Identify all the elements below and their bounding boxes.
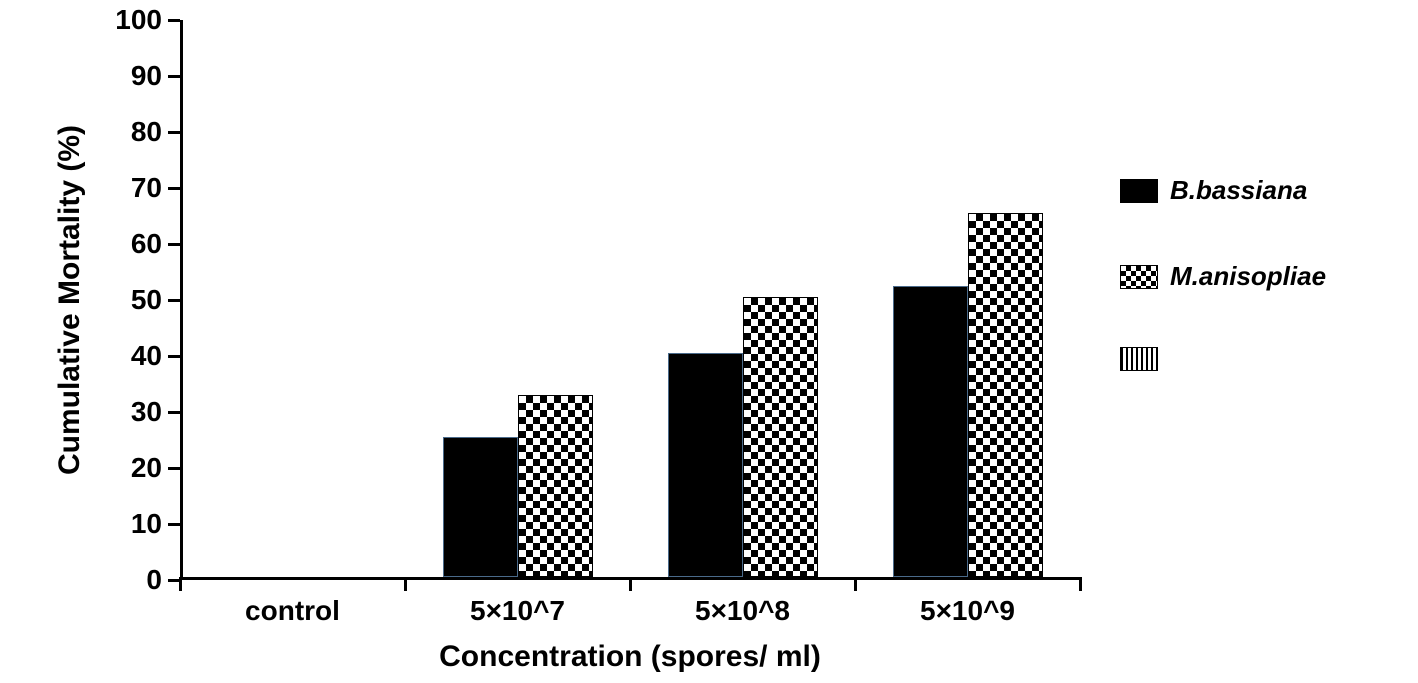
legend-label: B.bassiana [1170,175,1307,206]
y-tick-label: 20 [131,452,162,484]
bar-bbassiana [893,286,968,577]
y-tick [168,187,180,190]
y-tick [168,299,180,302]
legend-swatch-stripe [1120,347,1158,371]
x-tick-label: control [245,595,340,627]
plot-area: 0102030405060708090100control5×10^75×10^… [180,20,1080,580]
y-tick [168,75,180,78]
y-tick-label: 80 [131,116,162,148]
y-axis-line [180,20,183,577]
bar-manisopliae [968,213,1043,577]
legend-item-manisopliae: M.anisopliae [1120,261,1418,292]
y-tick-label: 10 [131,508,162,540]
y-tick-label: 50 [131,284,162,316]
x-tick-label: 5×10^7 [470,595,565,627]
y-tick [168,467,180,470]
y-tick-label: 70 [131,172,162,204]
y-tick [168,411,180,414]
bar-manisopliae [518,395,593,577]
x-tick-label: 5×10^9 [920,595,1015,627]
y-tick [168,19,180,22]
legend-swatch-checker [1120,265,1158,289]
y-tick [168,355,180,358]
y-tick-label: 60 [131,228,162,260]
y-tick-label: 30 [131,396,162,428]
legend-label: M.anisopliae [1170,261,1326,292]
chart-container: Cumulative Mortality (%) Concentration (… [40,10,1380,670]
y-axis-title: Cumulative Mortality (%) [53,125,87,475]
x-tick-label: 5×10^8 [695,595,790,627]
x-tick [179,577,182,591]
legend: B.bassiana M.anisopliae [1120,175,1418,426]
bar-manisopliae [743,297,818,577]
y-tick-label: 40 [131,340,162,372]
legend-item-bbassiana: B.bassiana [1120,175,1418,206]
y-tick-label: 100 [115,4,162,36]
x-tick [404,577,407,591]
y-tick [168,131,180,134]
y-tick-label: 0 [146,564,162,596]
bar-bbassiana [668,353,743,577]
x-tick [854,577,857,591]
x-tick [1079,577,1082,591]
legend-swatch-solid [1120,179,1158,203]
x-tick [629,577,632,591]
y-tick [168,243,180,246]
bar-bbassiana [443,437,518,577]
y-tick-label: 90 [131,60,162,92]
x-axis-title: Concentration (spores/ ml) [439,640,821,674]
legend-item-stripe [1120,347,1418,371]
y-tick [168,523,180,526]
